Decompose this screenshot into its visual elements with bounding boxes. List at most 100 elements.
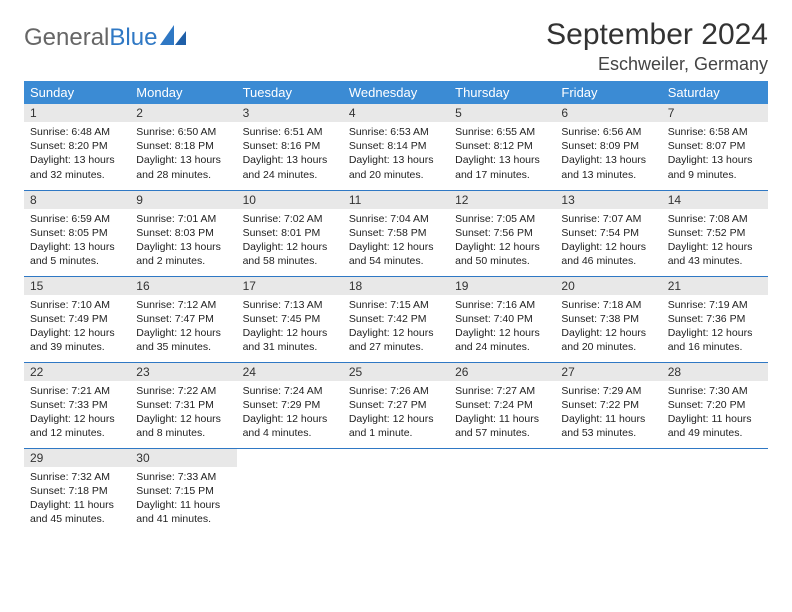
calendar-day-cell: 22Sunrise: 7:21 AMSunset: 7:33 PMDayligh… xyxy=(24,362,130,448)
calendar-day-cell: 14Sunrise: 7:08 AMSunset: 7:52 PMDayligh… xyxy=(662,190,768,276)
calendar-day-cell: 21Sunrise: 7:19 AMSunset: 7:36 PMDayligh… xyxy=(662,276,768,362)
day-number: 20 xyxy=(555,277,661,295)
day-detail-line: and 12 minutes. xyxy=(30,426,124,440)
calendar-day-cell: 12Sunrise: 7:05 AMSunset: 7:56 PMDayligh… xyxy=(449,190,555,276)
day-details: Sunrise: 6:58 AMSunset: 8:07 PMDaylight:… xyxy=(662,122,768,186)
day-detail-line: Sunset: 8:20 PM xyxy=(30,139,124,153)
day-number: 1 xyxy=(24,104,130,122)
calendar-day-cell: .. xyxy=(662,448,768,534)
calendar-week-row: 8Sunrise: 6:59 AMSunset: 8:05 PMDaylight… xyxy=(24,190,768,276)
day-detail-line: Sunset: 7:47 PM xyxy=(136,312,230,326)
day-detail-line: and 57 minutes. xyxy=(455,426,549,440)
day-detail-line: Daylight: 13 hours xyxy=(668,153,762,167)
day-detail-line: and 46 minutes. xyxy=(561,254,655,268)
day-detail-line: Sunrise: 6:51 AM xyxy=(243,125,337,139)
day-detail-line: and 8 minutes. xyxy=(136,426,230,440)
day-detail-line: Daylight: 13 hours xyxy=(136,153,230,167)
day-detail-line: Sunrise: 6:48 AM xyxy=(30,125,124,139)
day-detail-line: Sunrise: 6:55 AM xyxy=(455,125,549,139)
day-detail-line: Sunset: 7:27 PM xyxy=(349,398,443,412)
day-details: Sunrise: 7:22 AMSunset: 7:31 PMDaylight:… xyxy=(130,381,236,445)
logo-sail-icon xyxy=(160,24,186,52)
calendar-header-row: SundayMondayTuesdayWednesdayThursdayFrid… xyxy=(24,81,768,104)
day-detail-line: Daylight: 11 hours xyxy=(30,498,124,512)
day-details: Sunrise: 7:13 AMSunset: 7:45 PMDaylight:… xyxy=(237,295,343,359)
day-detail-line: Sunset: 7:58 PM xyxy=(349,226,443,240)
day-detail-line: Sunset: 7:49 PM xyxy=(30,312,124,326)
day-number: 15 xyxy=(24,277,130,295)
day-number: 13 xyxy=(555,191,661,209)
logo-text-gray: General xyxy=(24,24,109,52)
day-detail-line: and 9 minutes. xyxy=(668,168,762,182)
calendar-week-row: 15 Sunrise: 7:10 AMSunset: 7:49 PM Dayligh… xyxy=(24,276,768,362)
day-number: 7 xyxy=(662,104,768,122)
day-detail-line: Sunset: 7:54 PM xyxy=(561,226,655,240)
day-detail-line: Sunset: 8:14 PM xyxy=(349,139,443,153)
day-detail-line: Daylight: 12 hours xyxy=(136,326,230,340)
day-number: 14 xyxy=(662,191,768,209)
calendar-day-cell: 6Sunrise: 6:56 AMSunset: 8:09 PMDaylight… xyxy=(555,104,661,190)
day-detail-line: Sunrise: 6:56 AM xyxy=(561,125,655,139)
day-details: Sunrise: 7:05 AMSunset: 7:56 PMDaylight:… xyxy=(449,209,555,273)
day-detail-line: and 24 minutes. xyxy=(455,340,549,354)
calendar-day-cell: 24Sunrise: 7:24 AMSunset: 7:29 PMDayligh… xyxy=(237,362,343,448)
day-details: Sunrise: 7:15 AMSunset: 7:42 PMDaylight:… xyxy=(343,295,449,359)
day-detail-line: Daylight: 12 hours xyxy=(455,240,549,254)
logo-text-blue: Blue xyxy=(109,24,157,52)
day-number: 11 xyxy=(343,191,449,209)
day-detail-line: Daylight: 13 hours xyxy=(30,240,124,254)
day-number: 8 xyxy=(24,191,130,209)
day-detail-line: Daylight: 12 hours xyxy=(668,326,762,340)
calendar-day-cell: .. xyxy=(555,448,661,534)
day-number: 5 xyxy=(449,104,555,122)
day-detail-line: Sunrise: 7:08 AM xyxy=(668,212,762,226)
day-detail-line: Daylight: 12 hours xyxy=(349,240,443,254)
weekday-header: Friday xyxy=(555,81,661,104)
day-detail-line: Daylight: 13 hours xyxy=(30,153,124,167)
day-details: Sunrise: 7:30 AMSunset: 7:20 PMDaylight:… xyxy=(662,381,768,445)
day-detail-line: Sunset: 8:12 PM xyxy=(455,139,549,153)
calendar-day-cell: 17Sunrise: 7:13 AMSunset: 7:45 PMDayligh… xyxy=(237,276,343,362)
day-number: 28 xyxy=(662,363,768,381)
day-detail-line: Sunrise: 7:10 AM xyxy=(30,298,124,312)
day-detail-line: Daylight: 12 hours xyxy=(455,326,549,340)
day-details: Sunrise: 6:59 AMSunset: 8:05 PMDaylight:… xyxy=(24,209,130,273)
day-number: 3 xyxy=(237,104,343,122)
day-detail-line: Sunrise: 7:13 AM xyxy=(243,298,337,312)
day-details: Sunrise: 7:21 AMSunset: 7:33 PMDaylight:… xyxy=(24,381,130,445)
day-detail-line: Daylight: 12 hours xyxy=(561,326,655,340)
calendar-day-cell: .. xyxy=(343,448,449,534)
day-detail-line: Sunrise: 7:24 AM xyxy=(243,384,337,398)
calendar-body: 1Sunrise: 6:48 AMSunset: 8:20 PMDaylight… xyxy=(24,104,768,534)
calendar-day-cell: 19Sunrise: 7:16 AMSunset: 7:40 PMDayligh… xyxy=(449,276,555,362)
day-detail-line: Sunset: 8:09 PM xyxy=(561,139,655,153)
header: GeneralBlue September 2024 Eschweiler, G… xyxy=(24,18,768,75)
weekday-header: Monday xyxy=(130,81,236,104)
calendar-day-cell: 11Sunrise: 7:04 AMSunset: 7:58 PMDayligh… xyxy=(343,190,449,276)
day-details: Sunrise: 7:16 AMSunset: 7:40 PMDaylight:… xyxy=(449,295,555,359)
day-detail-line: Sunrise: 7:15 AM xyxy=(349,298,443,312)
day-detail-line: Daylight: 13 hours xyxy=(136,240,230,254)
day-detail-line: Daylight: 13 hours xyxy=(349,153,443,167)
day-number: 9 xyxy=(130,191,236,209)
day-number: 10 xyxy=(237,191,343,209)
day-detail-line: Sunrise: 7:18 AM xyxy=(561,298,655,312)
day-number: 17 xyxy=(237,277,343,295)
day-detail-line: and 24 minutes. xyxy=(243,168,337,182)
weekday-header: Saturday xyxy=(662,81,768,104)
day-details: Sunrise: 6:51 AMSunset: 8:16 PMDaylight:… xyxy=(237,122,343,186)
day-detail-line: and 50 minutes. xyxy=(455,254,549,268)
calendar-day-cell: 8Sunrise: 6:59 AMSunset: 8:05 PMDaylight… xyxy=(24,190,130,276)
day-details: Sunrise: 7:02 AMSunset: 8:01 PMDaylight:… xyxy=(237,209,343,273)
day-details: Sunrise: 7:19 AMSunset: 7:36 PMDaylight:… xyxy=(662,295,768,359)
day-detail-line: Daylight: 12 hours xyxy=(349,412,443,426)
calendar-day-cell: 28Sunrise: 7:30 AMSunset: 7:20 PMDayligh… xyxy=(662,362,768,448)
day-detail-line: Sunset: 7:42 PM xyxy=(349,312,443,326)
day-number: 6 xyxy=(555,104,661,122)
day-detail-line: Daylight: 12 hours xyxy=(349,326,443,340)
day-detail-line: Sunset: 7:15 PM xyxy=(136,484,230,498)
day-detail-line: Sunset: 7:20 PM xyxy=(668,398,762,412)
day-detail-line: Sunset: 7:31 PM xyxy=(136,398,230,412)
day-detail-line: Sunrise: 7:12 AM xyxy=(136,298,230,312)
day-number: 29 xyxy=(24,449,130,467)
